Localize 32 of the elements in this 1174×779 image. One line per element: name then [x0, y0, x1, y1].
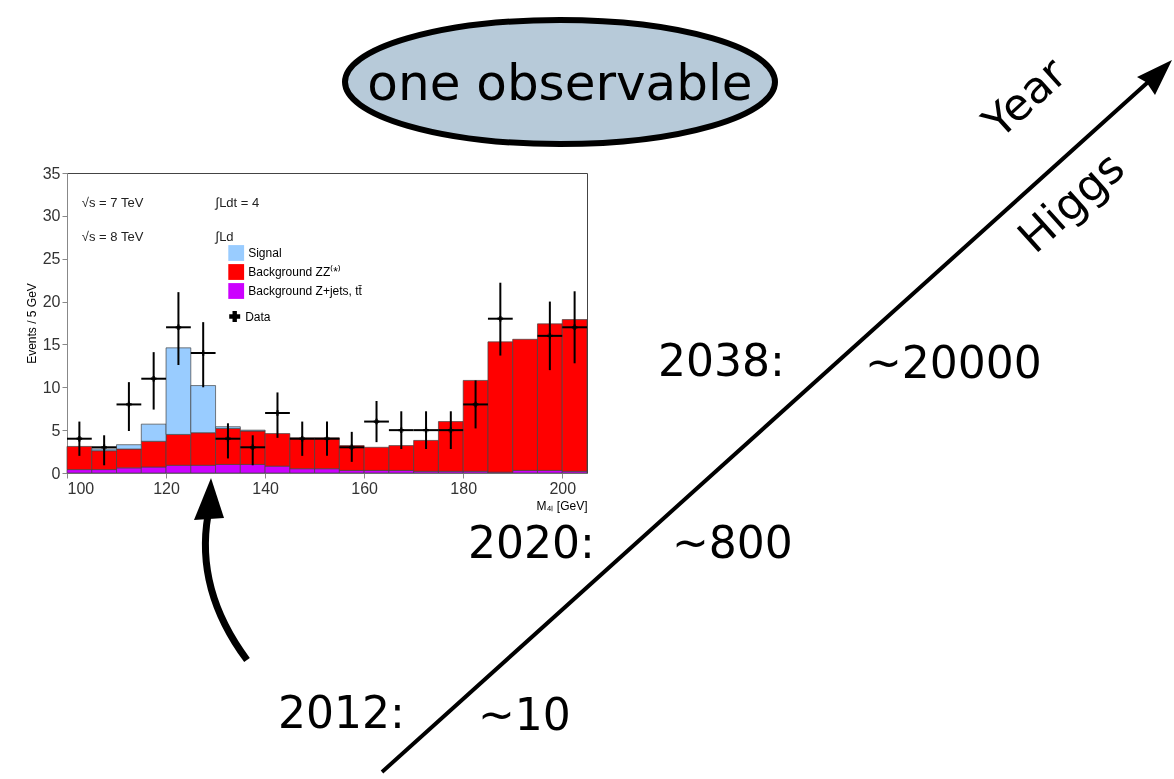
- y-tick-label: 35: [42, 164, 61, 182]
- y-axis-title: Events / 5 GeV: [24, 283, 39, 364]
- legend-label: Signal: [248, 246, 282, 260]
- x-tick-label: 100: [67, 479, 95, 497]
- y-tick-label: 25: [42, 250, 61, 268]
- ellipse-callout: one observable: [342, 17, 778, 147]
- text: ~20000: [865, 337, 1042, 388]
- legend-label: Background Z+jets, tt̄: [248, 284, 363, 298]
- y-tick-label: 15: [42, 335, 61, 353]
- annotation: ∫Ldt = 4: [214, 195, 260, 210]
- annotation: √s = 8 TeV: [81, 229, 144, 245]
- text: 2012:: [278, 687, 405, 738]
- y-tick-label: 20: [42, 293, 61, 311]
- legend-label: Background ZZ⁽*⁾: [248, 265, 341, 279]
- y-tick-label: 5: [51, 421, 61, 439]
- x-tick-label: 120: [153, 479, 180, 497]
- y-tick-label: 0: [51, 464, 61, 482]
- annotation: ∫Ld: [214, 229, 234, 245]
- x-tick-label: 180: [450, 479, 478, 497]
- annotation: √s = 7 TeV: [81, 195, 144, 210]
- y-tick-label: 10: [42, 378, 61, 396]
- text: Year: [971, 46, 1077, 149]
- x-tick-label: 160: [351, 479, 379, 497]
- y-tick-label: 30: [42, 207, 61, 225]
- x-tick-label: 200: [549, 479, 577, 497]
- legend-label: Data: [245, 309, 271, 324]
- x-tick-label: 140: [252, 479, 280, 497]
- text: ~800: [672, 517, 793, 568]
- text: 2020:: [468, 517, 595, 568]
- text: 2038:: [658, 335, 785, 386]
- x-axis-title: M₄ₗ [GeV]: [536, 498, 588, 513]
- text: ~10: [478, 689, 571, 740]
